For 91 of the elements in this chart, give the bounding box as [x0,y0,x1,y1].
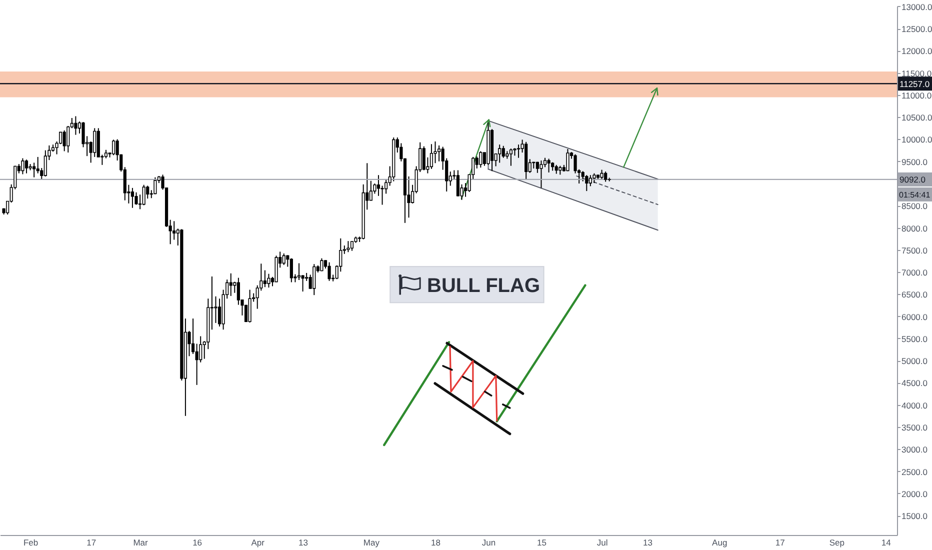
y-tick-label: 10000.0 [902,134,932,145]
candlestick [172,220,176,240]
y-tick-label: 4500.0 [902,378,928,388]
candlestick [263,270,266,288]
y-tick-label: 12000.0 [902,46,932,56]
candlestick [456,170,460,197]
candlestick [236,277,240,306]
x-tick-label: May [363,538,380,548]
candlestick [543,157,547,168]
candlestick [142,184,146,206]
y-tick-label: 2500.0 [902,466,928,477]
candlestick [585,174,588,192]
y-tick-label: 7500.0 [902,245,928,256]
x-tick-label: 13 [298,538,308,548]
candlestick [350,240,354,252]
candlestick [437,144,441,162]
x-tick-label: Apr [251,538,265,548]
candlestick [297,262,301,281]
text: 01:54:41 [899,190,931,200]
candlestick [248,289,252,324]
candlestick [44,150,47,177]
y-tick-label: 6500.0 [902,290,928,300]
y-tick-label: 4000.0 [902,400,928,410]
y-tick-label: 10500.0 [902,112,932,123]
x-tick-label: 16 [192,538,202,548]
x-tick-label: Aug [712,538,728,548]
candlestick [134,192,138,206]
candlestick [380,185,384,206]
candlestick [62,130,66,152]
x-tick-label: 14 [881,538,892,548]
candlestick [282,252,286,266]
candlestick [376,174,380,196]
candlestick [422,146,426,171]
candlestick [21,158,24,175]
candlestick [218,298,222,327]
x-tick-label: 15 [536,538,547,548]
x-tick-label: 13 [642,538,653,548]
x-tick-label: Mar [133,538,148,548]
y-tick-label: 7000.0 [902,268,928,278]
y-tick-label: 8500.0 [902,201,928,212]
candlestick [430,144,434,170]
y-tick-label: 3500.0 [902,422,928,432]
x-tick-label: 18 [431,538,441,548]
x-tick-label: Sep [829,538,845,548]
x-tick-label: Feb [23,538,38,548]
candlestick [588,174,592,187]
x-tick-label: Jun [482,538,496,548]
y-tick-label: 3000.0 [902,444,928,455]
candlestick [592,172,596,184]
y-tick-label: 13000.0 [902,2,932,12]
ref-line-label: 9092.0 [900,174,926,185]
candlestick [540,160,543,188]
candlestick [346,240,350,253]
candlestick [498,144,502,164]
candlestick [290,258,293,283]
candlestick [74,116,78,136]
x-tick-label: 17 [775,538,786,548]
candlestick [195,343,198,386]
candlestick [328,262,331,282]
candlestick [154,176,157,195]
x-tick-label: 17 [86,538,96,548]
candlestick [267,273,270,288]
y-tick-label: 6000.0 [902,312,928,322]
y-tick-label: 12500.0 [902,24,932,34]
y-tick-label: 8000.0 [902,223,928,234]
annotation: BULL FLAG [427,275,540,298]
candlestick [312,264,316,296]
candlestick [320,258,324,272]
candlestick [32,162,36,178]
candlestick [112,139,116,156]
candlestick [566,148,570,172]
candlestick [130,187,134,208]
x-tick-label: Jul [596,538,608,548]
y-tick-label: 9500.0 [902,156,928,167]
candlestick [229,272,232,296]
candlestick [516,144,520,158]
y-tick-label: 1500.0 [902,511,928,522]
candlestick [24,159,28,174]
candlestick [369,180,372,201]
y-tick-label: 2000.0 [902,488,928,499]
y-tick-label: 11000.0 [902,90,932,100]
candlestick [509,148,512,166]
candlestick [600,169,604,180]
candlestick [66,125,70,154]
candlestick [604,171,608,182]
candlestick [479,150,482,168]
y-tick-label: 11500.0 [902,68,932,78]
candlestick [502,145,505,158]
y-tick-label: 5500.0 [902,334,928,344]
y-tick-label: 5000.0 [902,356,928,366]
candlestick [547,158,550,173]
